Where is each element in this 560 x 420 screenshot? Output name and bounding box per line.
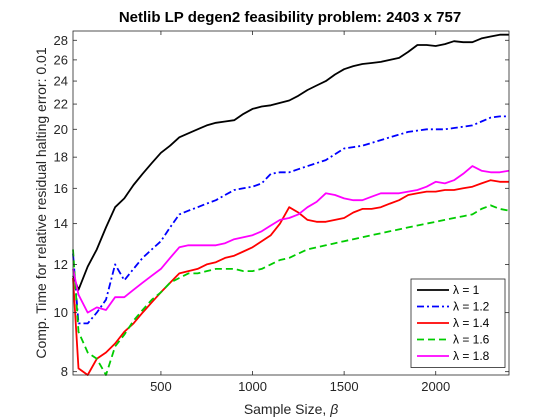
x-tick-label: 1500 <box>330 379 359 394</box>
legend: λ = 1 λ = 1.2 λ = 1.4 λ = 1.6 λ = 1.8 <box>410 278 506 368</box>
y-tick-label: 18 <box>54 150 68 165</box>
x-axis-label-text: Sample Size, <box>244 401 330 417</box>
x-axis-label: Sample Size, β <box>244 401 338 417</box>
legend-label-1: λ = 1 <box>453 283 480 297</box>
series-line-3 <box>72 179 509 376</box>
series-line-1 <box>72 33 509 291</box>
axis-layer: 500 1000 1500 2000 8 10 12 14 16 18 20 22 24 26 28 <box>54 31 509 394</box>
y-tick-label: 28 <box>54 33 68 48</box>
legend-label-4: λ = 1.6 <box>453 333 490 347</box>
x-tick-label: 2000 <box>421 379 450 394</box>
y-axis-label: Comp. Time for relative residual halting… <box>33 47 49 358</box>
plot-frame <box>72 30 510 376</box>
y-tick-label: 12 <box>54 257 68 272</box>
chart-title: Netlib LP degen2 feasibility problem: 24… <box>119 9 461 26</box>
series-line-2 <box>72 115 509 325</box>
legend-label-5: λ = 1.8 <box>453 349 490 363</box>
legend-label-3: λ = 1.4 <box>453 316 490 330</box>
y-tick-label: 20 <box>54 122 68 137</box>
series-line-5 <box>72 165 510 314</box>
y-tick-label: 16 <box>54 181 68 196</box>
series-layer <box>72 33 510 376</box>
y-tick-label: 22 <box>54 97 68 112</box>
x-axis-label-symbol: β <box>329 401 338 417</box>
y-tick-label: 14 <box>54 216 68 231</box>
legend-label-2: λ = 1.2 <box>453 300 490 314</box>
x-tick-label: 500 <box>150 379 172 394</box>
y-tick-label: 26 <box>54 52 68 67</box>
y-tick-label: 10 <box>54 305 68 320</box>
y-tick-label: 8 <box>61 364 68 379</box>
series-line-4 <box>72 204 510 376</box>
y-tick-label: 24 <box>54 74 68 89</box>
x-tick-label: 1000 <box>238 379 267 394</box>
